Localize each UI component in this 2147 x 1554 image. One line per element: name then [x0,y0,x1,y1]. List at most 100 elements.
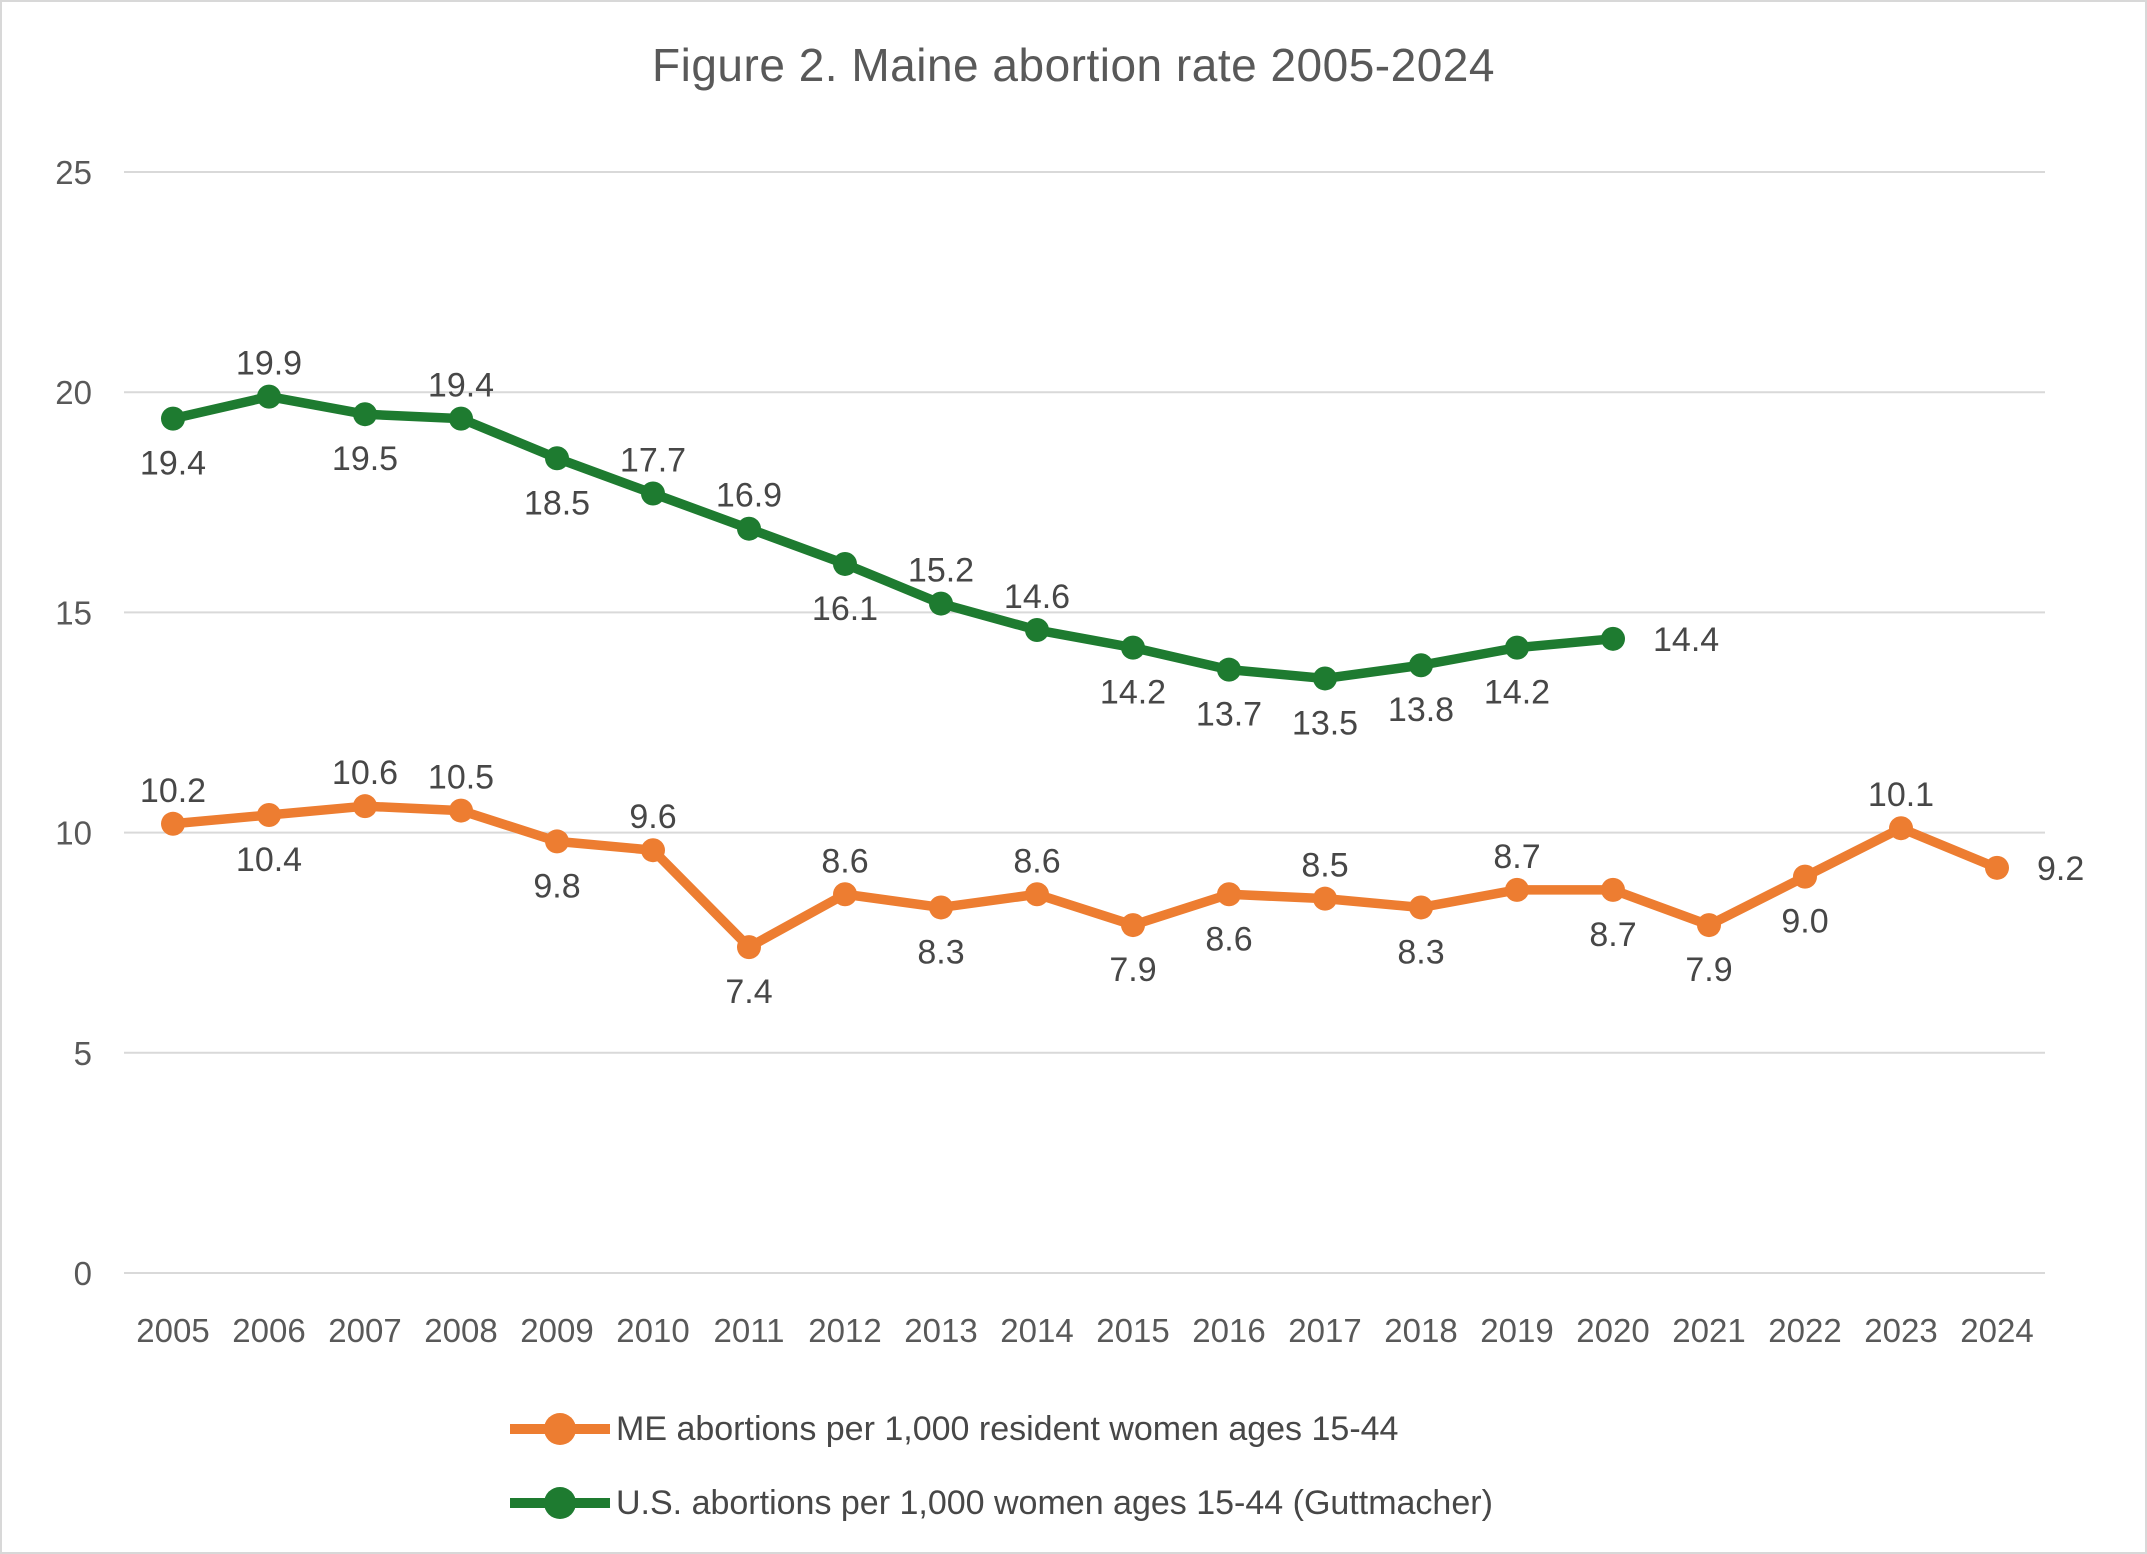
data-label: 10.1 [1868,776,1934,814]
x-axis-tick-label: 2016 [1192,1312,1265,1349]
data-label: 8.3 [917,933,964,971]
data-label: 9.8 [533,867,580,905]
data-label: 10.2 [140,772,206,810]
data-label: 8.5 [1301,847,1348,885]
data-point [641,481,665,506]
data-label: 14.4 [1653,621,1719,659]
data-point [545,829,569,854]
legend-label-me: ME abortions per 1,000 resident women ag… [616,1409,1399,1448]
x-axis-tick-label: 2020 [1576,1312,1649,1349]
chart-title: Figure 2. Maine abortion rate 2005-2024 [652,39,1495,91]
data-point [257,384,281,409]
data-point [1121,635,1145,660]
series-line-0 [168,801,2002,952]
x-axis-tick-label: 2015 [1096,1312,1169,1349]
data-label: 17.7 [620,441,686,479]
data-label: 7.9 [1685,951,1732,989]
x-axis-tick-label: 2014 [1000,1312,1073,1349]
data-label: 14.2 [1484,674,1550,712]
data-point [449,406,473,431]
data-label: 14.2 [1100,674,1166,712]
data-label: 8.6 [821,842,868,880]
data-point [1985,855,2009,880]
data-point [1601,626,1625,651]
data-point [545,446,569,471]
x-axis-tick-label: 2019 [1480,1312,1553,1349]
data-point [1217,657,1241,682]
data-label: 14.6 [1004,578,1070,616]
x-axis-tick-label: 2018 [1384,1312,1457,1349]
data-label: 10.5 [428,759,494,797]
data-label: 19.4 [140,445,206,483]
data-label: 13.7 [1196,696,1262,734]
legend-item-us: U.S. abortions per 1,000 women ages 15-4… [510,1474,1493,1532]
data-label: 19.5 [332,440,398,478]
data-label: 19.9 [236,345,302,383]
x-axis-tick-label: 2008 [424,1312,497,1349]
data-point [1889,816,1913,841]
data-label: 13.5 [1292,704,1358,742]
data-label: 16.9 [716,477,782,515]
x-axis-tick-label: 2009 [520,1312,593,1349]
data-point [929,591,953,616]
series-line-1 [168,391,1618,684]
data-point [833,551,857,576]
x-axis-tick-label: 2010 [616,1312,689,1349]
x-axis-tick-label: 2013 [904,1312,977,1349]
x-axis-tick-label: 2005 [136,1312,209,1349]
x-axis-tick-label: 2017 [1288,1312,1361,1349]
data-point [1697,913,1721,938]
data-label: 8.6 [1013,842,1060,880]
me-line-marker-icon [510,1413,610,1445]
x-axis-tick-label: 2022 [1768,1312,1841,1349]
data-label: 13.8 [1388,691,1454,729]
y-axis-tick-label: 20 [55,374,92,411]
data-label: 8.6 [1205,920,1252,958]
y-axis-tick-label: 0 [74,1255,92,1292]
data-point [353,794,377,819]
data-point [257,802,281,827]
data-label: 16.1 [812,590,878,628]
data-point [1025,882,1049,907]
data-label: 9.2 [2037,850,2084,888]
y-axis-tick-label: 15 [55,594,92,631]
data-point [161,406,185,431]
x-axis-tick-label: 2006 [232,1312,305,1349]
data-label: 19.4 [428,367,494,405]
x-axis-tick-label: 2011 [714,1312,785,1349]
data-label: 9.6 [629,798,676,836]
x-axis-tick-label: 2012 [808,1312,881,1349]
data-point [1217,882,1241,907]
data-label: 7.4 [725,973,772,1011]
data-point [1313,886,1337,911]
data-label: 15.2 [908,552,974,590]
data-label: 10.4 [236,841,302,879]
data-point [1601,877,1625,902]
y-axis-tick-label: 25 [55,154,92,191]
data-point [641,838,665,863]
data-point [1121,913,1145,938]
data-label: 18.5 [524,484,590,522]
y-axis-tick-label: 5 [74,1035,92,1072]
data-point [1409,895,1433,920]
data-label: 8.7 [1589,916,1636,954]
y-axis-tick-label: 10 [55,815,92,852]
x-axis-tick-label: 2023 [1864,1312,1937,1349]
us-line-marker-icon [510,1487,610,1519]
data-point [929,895,953,920]
x-axis-tick-label: 2024 [1960,1312,2033,1349]
data-point [1505,877,1529,902]
data-point [1409,653,1433,678]
x-axis-tick-label: 2007 [328,1312,401,1349]
data-point [1313,666,1337,691]
data-label: 10.6 [332,754,398,792]
data-point [737,935,761,960]
data-label: 8.7 [1493,838,1540,876]
data-point [161,811,185,836]
legend-item-me: ME abortions per 1,000 resident women ag… [510,1400,1398,1458]
data-point [1505,635,1529,660]
data-label: 9.0 [1781,903,1828,941]
data-point [737,516,761,541]
x-axis-tick-label: 2021 [1672,1312,1745,1349]
